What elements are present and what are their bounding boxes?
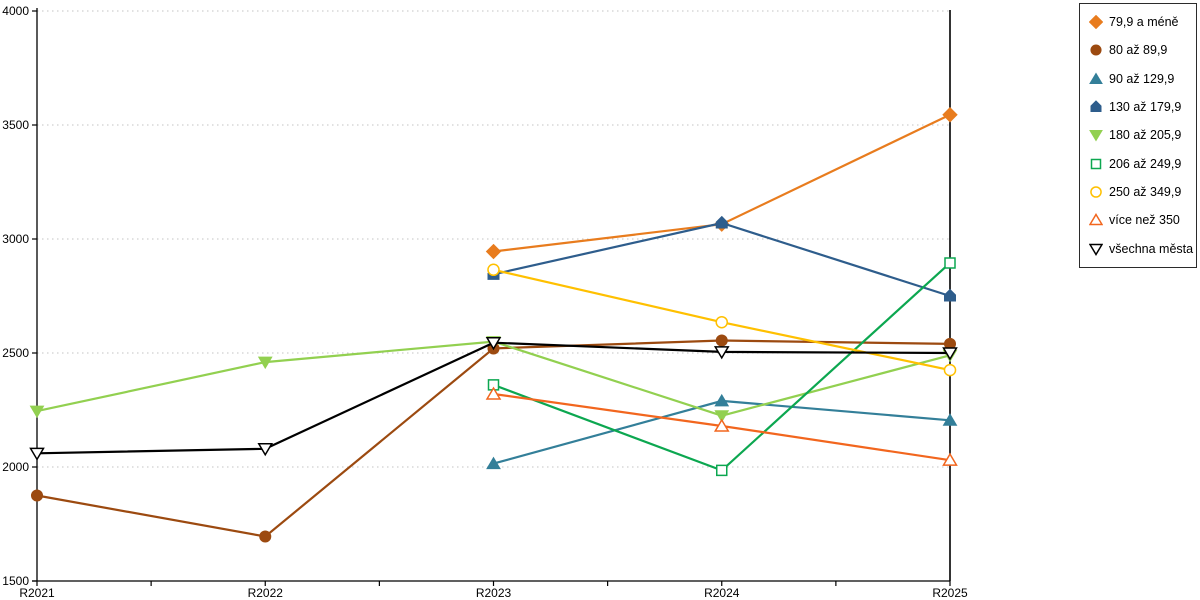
legend-marker-pentagon-icon <box>1090 100 1102 113</box>
series-line <box>36 339 951 538</box>
series-2 <box>30 334 957 543</box>
legend-label: více než 350 <box>1109 213 1180 228</box>
legend-label: 80 až 89,9 <box>1109 43 1168 58</box>
y-tick-label: 2000 <box>2 460 29 474</box>
data-point-marker <box>713 418 730 432</box>
legend-marker-triangle-down-icon <box>1089 130 1103 142</box>
y-tick-label: 2500 <box>2 346 29 360</box>
legend-item-9: všechna města <box>1089 242 1194 256</box>
data-point-marker <box>944 288 956 302</box>
data-point-marker <box>942 413 958 426</box>
x-tick-label: R2025 <box>932 586 968 600</box>
legend-label: 206 až 249,9 <box>1109 156 1182 171</box>
legend-marker-square-icon <box>1090 158 1102 170</box>
series-6 <box>487 257 956 477</box>
legend-label: 79,9 a méně <box>1109 15 1179 30</box>
data-point-marker <box>715 215 728 229</box>
series-9 <box>29 336 958 461</box>
series-3 <box>486 393 958 470</box>
legend-label: 90 až 129,9 <box>1109 71 1175 86</box>
legend-marker-diamond-icon <box>1089 15 1103 30</box>
legend-marker-triangle-down-icon <box>1089 243 1103 256</box>
data-point-marker <box>715 334 728 347</box>
data-point-marker <box>487 379 500 391</box>
data-point-marker <box>29 447 45 461</box>
data-point-marker <box>485 243 502 260</box>
series-1 <box>485 107 958 260</box>
legend-marker-triangle-up-icon <box>1089 72 1103 84</box>
legend-item-1: 79,9 a méně <box>1089 15 1194 30</box>
data-point-marker <box>715 315 729 329</box>
legend-marker-circle-icon <box>1090 186 1102 198</box>
data-point-marker <box>942 347 958 361</box>
data-point-marker <box>485 386 502 400</box>
data-point-marker <box>487 263 500 277</box>
data-point-marker <box>257 356 273 370</box>
legend-item-5: 180 až 205,9 <box>1089 128 1194 142</box>
data-point-marker <box>943 363 957 377</box>
legend-marker-circle-icon <box>1090 44 1102 57</box>
series-8 <box>485 386 958 466</box>
legend-label: 180 až 205,9 <box>1109 128 1182 143</box>
legend-item-3: 90 až 129,9 <box>1089 72 1194 86</box>
legend-marker-triangle-up-icon <box>1089 213 1103 226</box>
data-point-marker <box>716 464 728 477</box>
y-tick-label: 4000 <box>2 4 29 18</box>
legend-item-2: 80 až 89,9 <box>1089 43 1194 57</box>
legend-label: všechna města <box>1109 241 1194 256</box>
data-point-marker <box>714 410 730 423</box>
series-line <box>493 262 951 472</box>
legend-label: 130 až 179,9 <box>1109 100 1182 115</box>
x-tick-label: R2021 <box>19 586 55 600</box>
legend-item-6: 206 až 249,9 <box>1089 157 1194 171</box>
data-point-marker <box>259 530 272 543</box>
y-tick-label: 1500 <box>2 574 29 588</box>
data-point-marker <box>29 405 45 419</box>
y-tick-label: 3500 <box>2 118 29 132</box>
data-point-marker <box>713 346 730 360</box>
data-point-marker <box>942 107 958 123</box>
data-point-marker <box>486 456 501 470</box>
y-tick-label: 3000 <box>2 232 29 246</box>
legend-label: 250 až 349,9 <box>1109 185 1182 200</box>
data-point-marker <box>714 393 730 407</box>
data-point-marker <box>485 336 502 351</box>
x-tick-label: R2022 <box>248 586 284 600</box>
data-point-marker <box>257 443 274 457</box>
data-point-marker <box>30 489 44 502</box>
data-point-marker <box>942 452 958 466</box>
legend-item-4: 130 až 179,9 <box>1089 100 1194 114</box>
legend: 79,9 a méně 80 až 89,9 90 až 129,9 130 až 1… <box>1079 3 1197 268</box>
data-point-marker <box>944 257 956 269</box>
legend-item-7: 250 až 349,9 <box>1089 185 1194 199</box>
series-7 <box>487 263 957 377</box>
x-tick-label: R2024 <box>704 586 740 600</box>
x-tick-label: R2023 <box>476 586 512 600</box>
legend-item-8: více než 350 <box>1089 213 1194 227</box>
